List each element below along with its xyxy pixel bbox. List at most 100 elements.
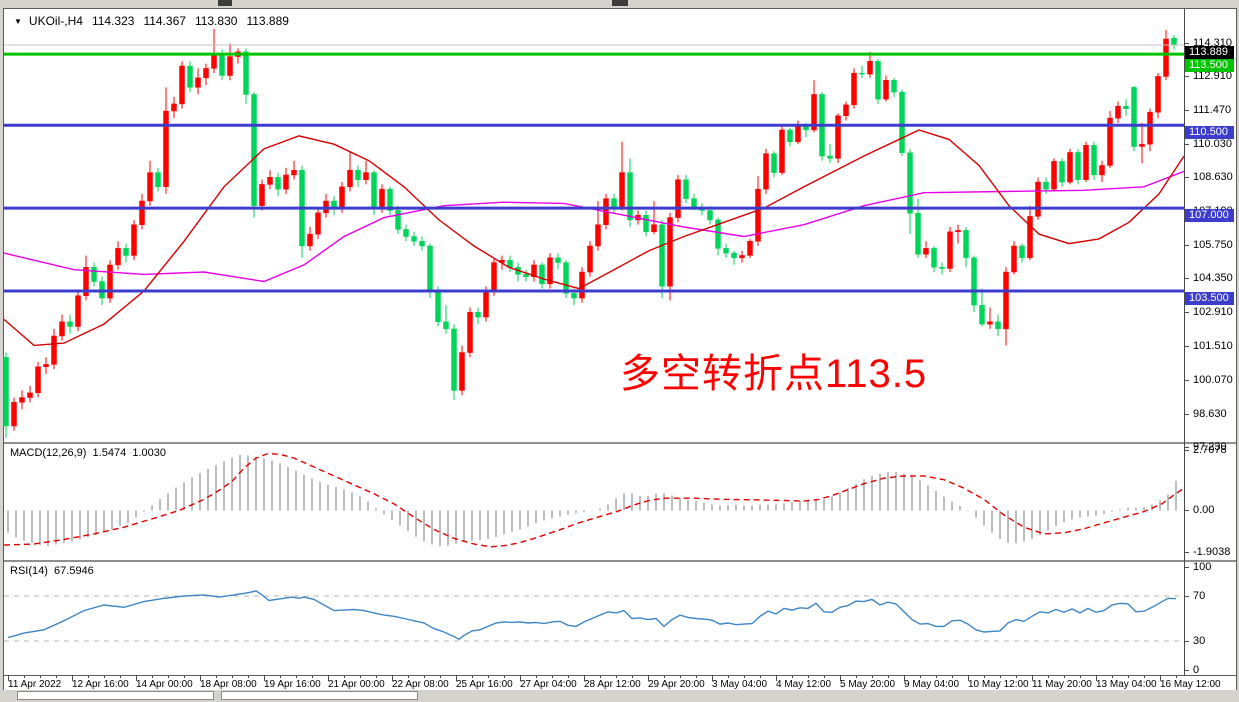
rsi-chart[interactable]: [4, 562, 1184, 673]
macd-chart[interactable]: [3, 444, 1185, 558]
time-tick: [40, 676, 41, 678]
candle-down: [1075, 152, 1081, 180]
time-tick: [88, 676, 89, 678]
candle-down: [1171, 37, 1177, 46]
candle-up: [27, 392, 33, 398]
time-tick: [312, 676, 313, 678]
candle-up: [459, 352, 465, 391]
macd-pane[interactable]: MACD(12,26,9) 1.5474 1.0030: [3, 442, 1236, 560]
candle-down: [971, 257, 977, 306]
rsi-pane[interactable]: RSI(14) 67.5946: [4, 560, 1236, 675]
candle-up: [779, 129, 785, 173]
candle-up: [1139, 143, 1145, 147]
candle-up: [483, 290, 489, 318]
candle-up: [1163, 38, 1169, 77]
macd-tick-label: 0.00: [1193, 504, 1215, 516]
time-label: 27 Apr 04:00: [520, 679, 577, 690]
time-tick: [648, 676, 649, 681]
time-label: 3 May 04:00: [712, 679, 768, 690]
time-axis[interactable]: 11 Apr 2022 12 Apr 16:00 14 Apr 00:00 18 Ap…: [4, 675, 1236, 692]
time-tick: [1000, 676, 1001, 678]
time-tick: [568, 676, 569, 678]
candle-up: [867, 61, 873, 75]
time-tick: [920, 676, 921, 678]
candle-up: [115, 248, 121, 266]
candle-up: [795, 126, 801, 143]
candle-up: [211, 53, 217, 69]
rsi-tick-label: 30: [1193, 635, 1206, 647]
macd-tick: [1185, 552, 1189, 553]
ohlc-high: 114.367: [143, 14, 186, 28]
chart-window[interactable]: ▼ UKOil-,H4 114.323 114.367 113.830 113.…: [3, 8, 1237, 692]
candle-up: [1003, 271, 1009, 330]
candle-down: [715, 219, 721, 249]
candle-up: [1115, 106, 1121, 119]
time-label: 29 Apr 20:00: [648, 679, 705, 690]
candle-up: [347, 169, 353, 188]
chevron-down-icon[interactable]: ▼: [14, 16, 22, 26]
price-badge: 113.500: [1185, 59, 1234, 72]
time-tick: [776, 676, 777, 681]
time-tick: [136, 676, 137, 681]
candle-down: [3, 357, 9, 427]
time-tick: [232, 676, 233, 678]
candle-down: [355, 169, 361, 180]
candle-up: [987, 321, 993, 325]
candle-up: [307, 233, 313, 247]
candle-up: [651, 224, 657, 233]
candle-up: [1099, 165, 1105, 176]
status-box: [221, 691, 418, 700]
candle-down: [251, 94, 257, 206]
window-strip-mark: [612, 0, 628, 6]
rsi-tick-label: 100: [1193, 561, 1212, 573]
candle-up: [259, 184, 265, 206]
time-tick: [120, 676, 121, 678]
candle-down: [875, 61, 881, 100]
candle-up: [947, 231, 953, 269]
ohlc-open: 114.323: [91, 14, 135, 28]
candle-up: [923, 248, 929, 255]
candle-down: [435, 290, 441, 323]
candle-down: [1123, 106, 1129, 109]
time-tick: [344, 676, 345, 678]
candle-up: [1083, 145, 1089, 180]
price-tick: [1185, 447, 1189, 448]
time-label: 9 May 04:00: [904, 679, 960, 690]
price-tick: [1185, 245, 1189, 246]
candle-up: [19, 397, 25, 403]
time-tick: [1064, 676, 1065, 678]
rsi-tick: [1185, 670, 1189, 671]
time-tick: [888, 676, 889, 678]
ohlc-low: 113.830: [194, 14, 238, 28]
macd-tick-label: 2.7078: [1193, 444, 1227, 456]
candle-down: [387, 188, 393, 211]
time-tick: [1032, 676, 1033, 681]
candle-down: [539, 264, 545, 285]
candle-up: [595, 224, 601, 247]
candle-up: [491, 262, 497, 292]
time-tick: [168, 676, 169, 678]
candlestick-chart[interactable]: [3, 9, 1185, 440]
main-chart-pane[interactable]: ▼ UKOil-,H4 114.323 114.367 113.830 113.…: [3, 9, 1236, 440]
annotation-text: 多空转折点113.5: [620, 352, 928, 396]
price-tick: [1185, 144, 1189, 145]
candle-down: [243, 51, 249, 95]
time-label: 12 Apr 16:00: [72, 679, 129, 690]
time-tick: [792, 676, 793, 678]
time-tick: [1016, 676, 1017, 678]
time-tick: [968, 676, 969, 681]
status-bar: [0, 690, 1239, 702]
macd-tick: [1185, 510, 1189, 511]
ma-fast-line: [3, 129, 1185, 347]
candle-down: [915, 213, 921, 255]
candle-up: [131, 224, 137, 256]
candle-up: [171, 103, 177, 112]
time-tick: [856, 676, 857, 678]
candle-down: [859, 72, 865, 75]
macd-tick-label: -1.9038: [1193, 546, 1231, 558]
price-badge: 107.000: [1185, 209, 1234, 222]
time-tick: [72, 676, 73, 681]
time-tick: [600, 676, 601, 678]
time-tick: [840, 676, 841, 681]
